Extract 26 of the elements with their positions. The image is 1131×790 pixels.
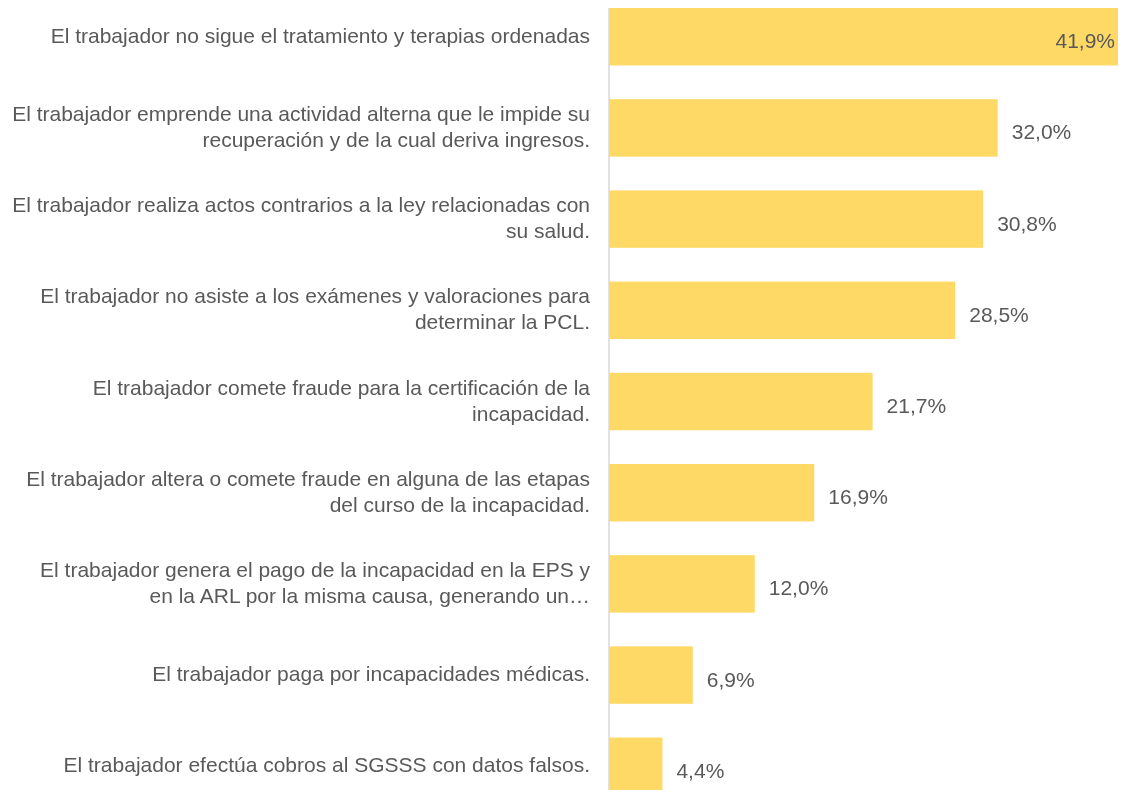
data-label: 30,8% [997, 211, 1057, 235]
bar [609, 99, 998, 157]
data-label: 28,5% [969, 302, 1029, 326]
y-tick-label: El trabajador comete fraude para la certificación de la incapacidad. [92, 375, 591, 425]
bar [609, 190, 984, 248]
y-tick-label: El trabajador paga por incapacidades médicas. [152, 661, 590, 685]
data-label: 32,0% [1011, 120, 1072, 144]
bar [609, 281, 956, 340]
bar [609, 8, 1118, 66]
y-tick-label: El trabajador altera o comete fraude en alguna de las etapas del curso de la incapacidad. [26, 466, 590, 516]
bar [609, 463, 815, 522]
data-label: 41,9% [1055, 29, 1115, 53]
y-tick-label: El trabajador no sigue el tratamiento y terapias ordenadas [50, 23, 590, 47]
y-tick-label: El trabajador genera el pago de la incapacidad en la EPS y en la ARL por la misma causa, generando un… [40, 557, 591, 607]
bar [609, 646, 693, 704]
bar [609, 555, 755, 613]
data-label: 21,7% [886, 394, 947, 418]
y-tick-label: El trabajador efectúa cobros al SGSSS con datos falsos. [63, 752, 590, 776]
data-label: 12,0% [768, 576, 829, 600]
y-tick-label: El trabajador realiza actos contrarios a la ley relacionadas con su salud. [12, 192, 590, 242]
y-tick-label: El trabajador emprende una actividad alterna que le impide su recuperación y de la cual deriva ingresos. [12, 101, 590, 151]
data-label: 16,9% [828, 485, 888, 509]
y-tick-label: El trabajador no asiste a los exámenes y valoraciones para determinar la PCL. [40, 283, 591, 333]
bar [609, 372, 873, 431]
data-label: 6,9% [706, 667, 755, 691]
data-label: 4,4% [676, 758, 725, 782]
